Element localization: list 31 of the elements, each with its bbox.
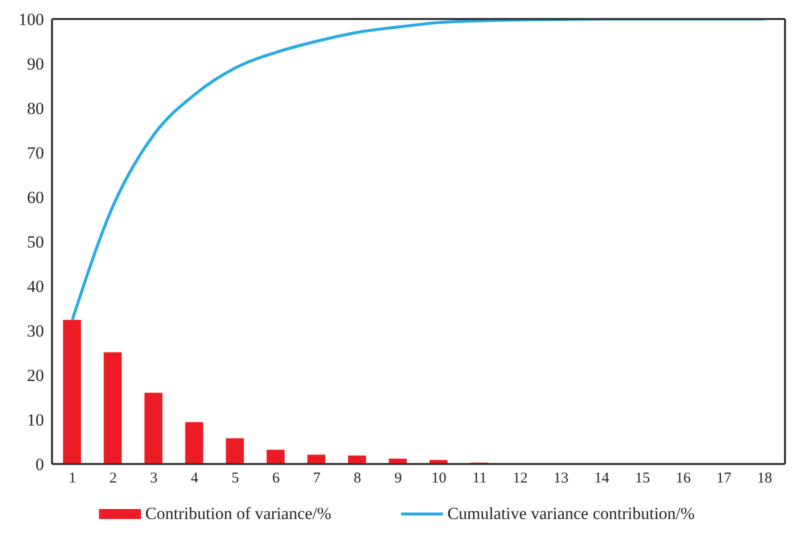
y-tick-label: 50 bbox=[27, 232, 44, 252]
x-tick-label: 7 bbox=[312, 470, 321, 487]
x-tick-label: 1 bbox=[68, 470, 76, 487]
x-tick-label: 16 bbox=[676, 470, 692, 487]
x-tick-label: 3 bbox=[150, 470, 158, 487]
y-tick-label: 30 bbox=[27, 322, 44, 341]
y-tick-label: 80 bbox=[27, 99, 44, 118]
x-tick-label: 10 bbox=[431, 470, 446, 487]
y-tick-label: 60 bbox=[27, 188, 44, 208]
y-tick-label: 90 bbox=[27, 54, 44, 74]
y-tick-label: 0 bbox=[36, 455, 44, 474]
y-tick-label: 10 bbox=[27, 410, 44, 430]
y-tick-label: 100 bbox=[18, 10, 44, 30]
x-tick-label: 17 bbox=[716, 470, 732, 487]
x-tick-label: 12 bbox=[512, 470, 528, 487]
x-tick-label: 2 bbox=[109, 470, 117, 487]
legend-label: Cumulative variance contribution/% bbox=[447, 504, 695, 524]
x-tick-label: 18 bbox=[757, 470, 772, 487]
y-tick-label: 70 bbox=[27, 144, 44, 163]
x-tick-label: 4 bbox=[190, 470, 199, 487]
x-tick-label: 5 bbox=[232, 470, 239, 487]
x-tick-label: 15 bbox=[634, 470, 650, 487]
x-tick-label: 8 bbox=[354, 470, 362, 487]
y-tick-label: 40 bbox=[27, 277, 44, 296]
x-tick-label: 11 bbox=[472, 470, 487, 487]
x-tick-label: 9 bbox=[394, 470, 402, 487]
x-tick-label: 14 bbox=[594, 470, 610, 487]
x-tick-label: 6 bbox=[272, 470, 280, 487]
x-tick-label: 13 bbox=[554, 470, 569, 487]
legend-label: Contribution of variance/% bbox=[145, 504, 332, 524]
y-tick-label: 20 bbox=[27, 366, 44, 386]
